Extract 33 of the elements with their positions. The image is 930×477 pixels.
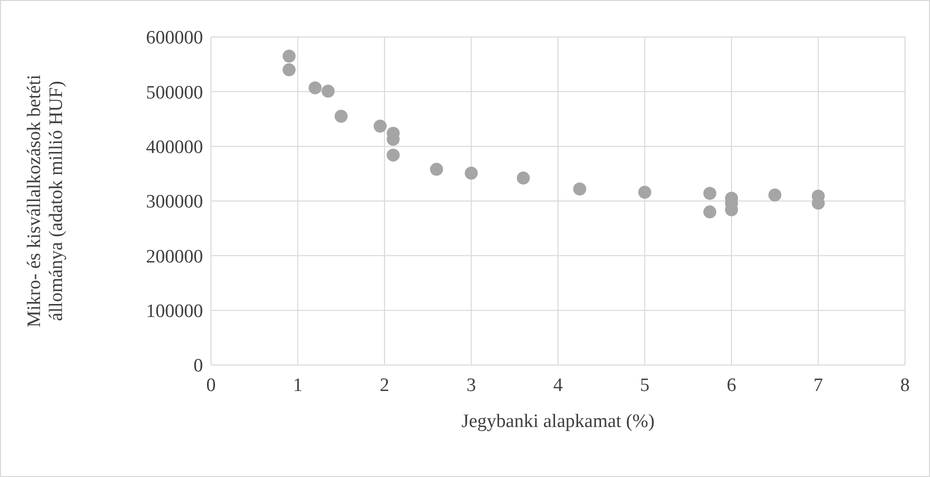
point [703, 205, 716, 218]
x-tick-label: 2 [380, 375, 390, 396]
x-tick-label: 8 [900, 375, 910, 396]
y-tick-label: 400000 [146, 136, 203, 158]
x-tick-label: 3 [466, 375, 476, 396]
point [334, 110, 348, 123]
y-tick-label: 600000 [146, 28, 203, 49]
point [464, 166, 478, 180]
point [282, 50, 296, 63]
x-tick-label: 5 [640, 375, 650, 396]
point [703, 186, 716, 200]
x-tick-label: 4 [553, 375, 564, 396]
x-tick-label: 6 [726, 375, 736, 396]
point [308, 81, 322, 94]
point [516, 172, 530, 185]
point [573, 182, 586, 196]
y-tick-label: 500000 [146, 82, 203, 104]
y-tick-label: 0 [194, 356, 203, 377]
x-tick-label: 7 [814, 375, 823, 396]
point [386, 148, 400, 162]
point [768, 188, 782, 202]
y-tick-label: 100000 [146, 300, 203, 322]
point [638, 186, 652, 199]
point [322, 84, 335, 98]
x-axis-title: Jegybanki alapkamat (%) [461, 411, 655, 432]
x-tick-label: 0 [206, 375, 216, 396]
y-tick-label: 300000 [146, 192, 203, 213]
y-axis-title: Mikro- és kisvállalkozások betéti állománya (adatok millió HUF) [24, 74, 67, 328]
y-tick-label: 200000 [146, 246, 203, 268]
x-tick-label: 1 [293, 375, 302, 396]
point [374, 120, 387, 133]
point [430, 162, 444, 176]
point [282, 63, 296, 76]
